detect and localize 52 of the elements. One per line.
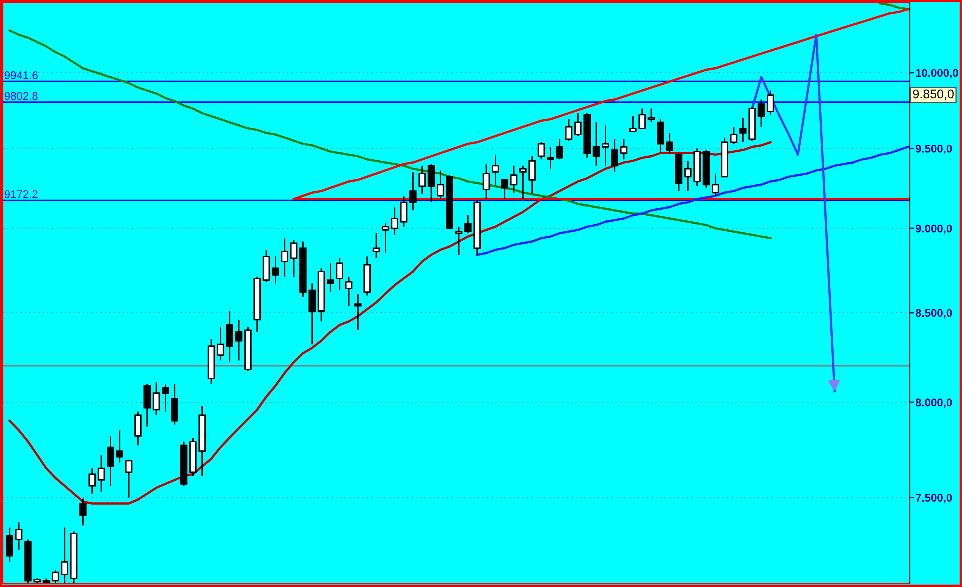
candlestick [88,468,96,495]
candlestick [144,383,151,428]
candlestick [98,454,106,493]
ref-line-label: 9172.2 [4,190,38,198]
y-tick-label: 9.000,0 [916,224,952,234]
ref-line-label: 9802.8 [4,92,38,100]
candlestick [345,276,353,307]
candlestick [281,238,288,278]
y-tick-label: 7.500,0 [916,494,952,504]
candlestick [290,239,298,278]
candlestick [758,99,766,128]
candlestick [162,383,170,412]
text: 9.850,0 [913,90,954,100]
candlestick [6,526,14,563]
y-tick-label: 9.500,0 [916,144,952,154]
candlestick [767,90,774,116]
candlestick [538,142,546,160]
candlestick [125,460,133,499]
candlestick [235,319,243,362]
line-series [476,146,910,256]
y-tick-label: 8.000,0 [916,398,952,408]
candlestick [730,126,738,145]
ref-line-label: 9941.6 [4,72,38,80]
candlestick [354,293,362,332]
candlestick [327,262,334,293]
candlestick [15,522,23,551]
y-tick-label: 8.500,0 [916,309,952,319]
candlestick [455,226,463,256]
candlestick [648,108,656,124]
candlestick [400,195,408,228]
candlestick [510,165,518,194]
candlestick [262,249,270,283]
candlestick [410,172,417,212]
candlestick [152,382,160,416]
candlestick [428,164,436,204]
candlestick [492,154,500,186]
candlestick [482,164,490,200]
candlestick [272,256,280,284]
candlestick [565,118,573,142]
candlestick [602,124,610,167]
candlestick [171,383,178,426]
candlestick [620,138,628,160]
y-tick-label: 10.000,0 [916,69,958,79]
candlestick [592,122,600,167]
candlestick [501,179,508,200]
candlestick [418,165,426,196]
candlestick [134,411,142,446]
candlestick [712,173,720,197]
candlestick [336,258,344,292]
candlestick [611,138,618,173]
candlestick [372,232,380,260]
candlestick [80,498,87,526]
